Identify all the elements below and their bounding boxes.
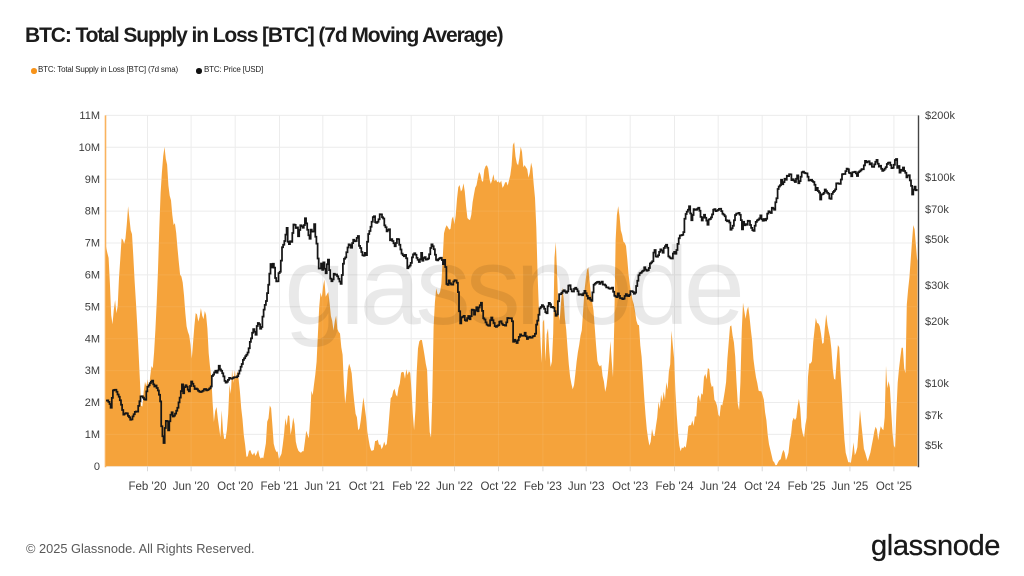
svg-text:Oct '22: Oct '22 [480,481,516,493]
svg-text:Feb '24: Feb '24 [656,481,695,493]
svg-text:$7k: $7k [925,410,943,422]
svg-text:9M: 9M [85,174,100,186]
svg-text:$100k: $100k [925,172,955,184]
svg-text:glassnode: glassnode [284,225,741,348]
svg-text:Feb '23: Feb '23 [524,481,562,493]
svg-text:11M: 11M [79,110,100,122]
svg-text:Jun '22: Jun '22 [436,481,473,493]
svg-text:Jun '24: Jun '24 [700,481,737,493]
svg-text:Jun '20: Jun '20 [173,481,210,493]
svg-text:6M: 6M [85,270,100,282]
svg-text:$30k: $30k [925,280,949,292]
svg-text:3M: 3M [85,365,100,377]
svg-text:Jun '21: Jun '21 [304,481,341,493]
svg-text:$5k: $5k [925,440,943,452]
svg-text:Oct '20: Oct '20 [217,481,253,493]
svg-text:Oct '24: Oct '24 [744,481,781,493]
svg-text:0: 0 [94,461,100,473]
svg-text:$20k: $20k [925,316,949,328]
svg-text:1M: 1M [85,429,100,441]
svg-text:Oct '21: Oct '21 [349,481,385,493]
svg-text:Oct '23: Oct '23 [612,481,648,493]
svg-text:10M: 10M [79,142,100,154]
svg-text:4M: 4M [85,333,100,345]
svg-text:Jun '25: Jun '25 [832,481,869,493]
svg-text:5M: 5M [85,301,100,313]
svg-text:Feb '22: Feb '22 [392,481,430,493]
svg-text:2M: 2M [85,397,100,409]
svg-text:8M: 8M [85,206,100,218]
svg-text:Feb '25: Feb '25 [788,481,826,493]
svg-text:Jun '23: Jun '23 [568,481,605,493]
svg-text:$50k: $50k [925,234,949,246]
svg-text:7M: 7M [85,238,100,250]
svg-text:$10k: $10k [925,378,949,390]
svg-text:Feb '20: Feb '20 [129,481,167,493]
svg-text:$200k: $200k [925,110,955,122]
svg-text:$70k: $70k [925,204,949,216]
svg-text:Feb '21: Feb '21 [261,481,299,493]
svg-text:Oct '25: Oct '25 [876,481,912,493]
